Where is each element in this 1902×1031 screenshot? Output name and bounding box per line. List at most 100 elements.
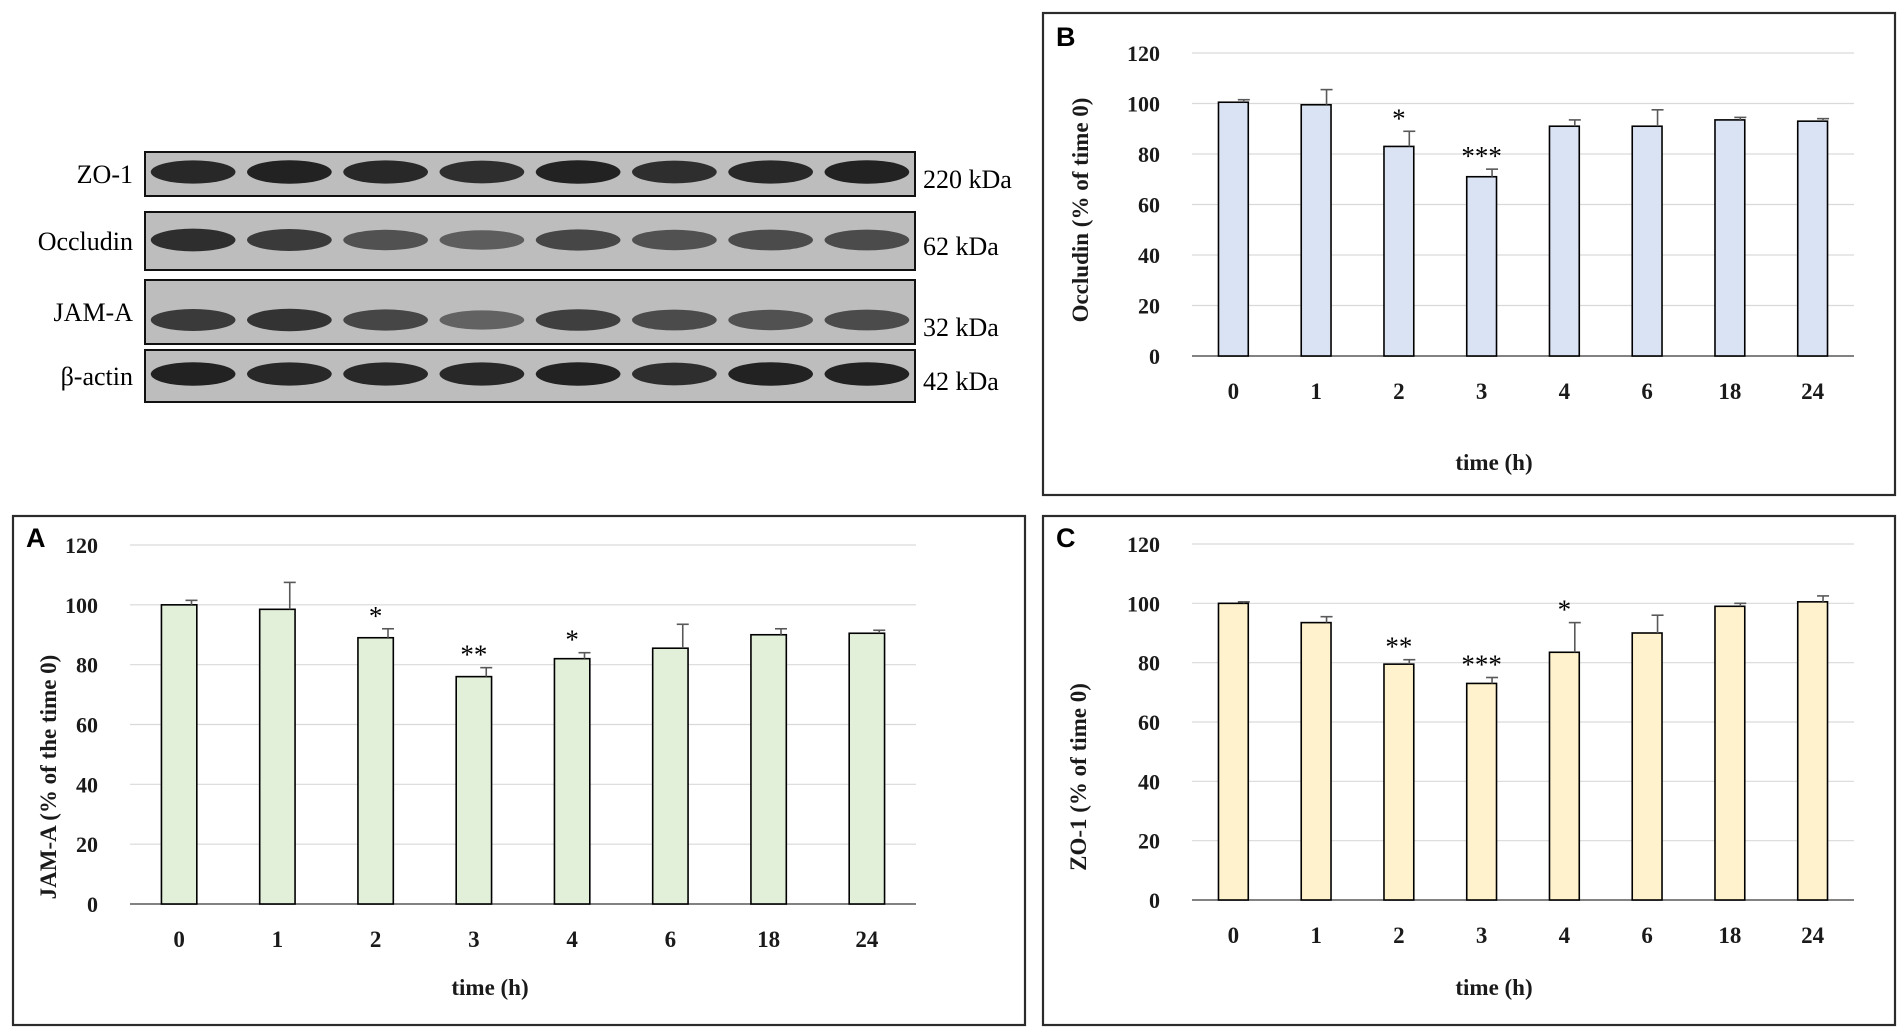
x-tick-label: 0 <box>1228 379 1240 404</box>
chart-panel-a: A 0 20 40 60 80 100 120 0 1 * 2 ** 3 * 4 6 18 24 time (h)… <box>11 514 1027 1027</box>
x-tick-label: 6 <box>1641 923 1653 948</box>
bar <box>1217 101 1250 357</box>
y-tick-label: 0 <box>87 892 98 917</box>
blot-band <box>150 228 236 252</box>
x-tick-label: 3 <box>1476 379 1488 404</box>
y-axis-title: Occludin (% of time 0) <box>1068 98 1093 323</box>
y-tick-label: 100 <box>1127 591 1160 616</box>
panel-letter-b: B <box>1056 22 1076 52</box>
y-tick-label: 80 <box>1138 142 1160 167</box>
x-tick-label: 3 <box>1476 923 1488 948</box>
blot-band <box>632 160 717 184</box>
x-tick-label: 2 <box>370 927 382 952</box>
plot-area: 0 20 40 60 80 100 120 0 1 ** 2 *** 3 * 4 6 18 24 <box>1127 532 1854 948</box>
bar <box>553 657 591 905</box>
significance-marker: * <box>565 625 579 655</box>
x-tick-label: 1 <box>272 927 284 952</box>
blot-protein-label: ZO-1 <box>77 160 133 189</box>
y-tick-label: 60 <box>1138 710 1160 735</box>
x-axis-title: time (h) <box>1455 450 1532 475</box>
bar <box>160 604 198 905</box>
blot-kda-label: 42 kDa <box>923 367 999 396</box>
blot-band <box>824 362 910 386</box>
x-tick-label: 24 <box>855 927 879 952</box>
chart-panel-b: B 0 20 40 60 80 100 120 0 1 * 2 *** 3 4 6 18 24 time (h)… <box>1041 11 1897 497</box>
blot-band <box>439 362 525 386</box>
y-tick-label: 60 <box>1138 193 1160 218</box>
x-tick-label: 18 <box>757 927 780 952</box>
bar <box>1300 621 1332 901</box>
blot-band <box>343 309 428 331</box>
x-tick-label: 6 <box>665 927 677 952</box>
x-tick-label: 3 <box>468 927 480 952</box>
x-tick-label: 24 <box>1801 923 1825 948</box>
blot-band <box>632 229 717 251</box>
significance-marker: * <box>1558 595 1572 625</box>
bar <box>1631 632 1663 901</box>
bar <box>1631 125 1663 357</box>
y-tick-label: 80 <box>1138 651 1160 676</box>
y-axis-title: JAM-A (% of the time 0) <box>36 655 61 900</box>
x-tick-label: 18 <box>1718 379 1741 404</box>
y-tick-label: 20 <box>1138 829 1160 854</box>
blot-band <box>632 362 717 386</box>
blot-band <box>824 160 910 184</box>
x-tick-label: 0 <box>1228 923 1240 948</box>
bar <box>1548 651 1581 901</box>
western-blot-image: ZO-1 220 kDa Occludin 62 kDa JAM-A 32 kDa β-ac… <box>38 151 1012 403</box>
bar <box>1300 103 1332 357</box>
bar <box>1796 120 1829 357</box>
blot-band <box>439 160 525 184</box>
plot-area: 0 20 40 60 80 100 120 0 1 * 2 *** 3 4 6 18 24 <box>1127 41 1854 404</box>
y-tick-label: 20 <box>76 832 98 857</box>
blot-band <box>632 309 717 331</box>
blot-band <box>247 229 332 251</box>
x-tick-label: 4 <box>1559 379 1571 404</box>
y-tick-label: 60 <box>76 713 98 738</box>
bar <box>1465 682 1498 901</box>
blot-protein-label: JAM-A <box>54 298 134 327</box>
x-tick-label: 2 <box>1393 923 1405 948</box>
chart-panel-c: C 0 20 40 60 80 100 120 0 1 ** 2 *** 3 * 4 6 18 24 time (… <box>1041 514 1897 1027</box>
y-tick-label: 120 <box>65 533 98 558</box>
blot-band <box>824 229 910 251</box>
y-tick-label: 40 <box>1138 769 1160 794</box>
significance-marker: *** <box>1461 650 1502 680</box>
blot-band <box>343 229 428 251</box>
bar <box>455 675 493 905</box>
blot-band <box>247 160 332 184</box>
x-tick-label: 24 <box>1801 379 1825 404</box>
bar <box>357 636 395 905</box>
panel-letter-c: C <box>1056 523 1076 553</box>
y-tick-label: 20 <box>1138 294 1160 319</box>
bar <box>848 632 886 905</box>
significance-marker: ** <box>1385 632 1412 662</box>
bar <box>1714 605 1746 901</box>
blot-band <box>728 362 813 386</box>
blot-band <box>150 309 236 331</box>
blot-band <box>728 229 813 251</box>
blot-band <box>535 160 621 184</box>
y-tick-label: 0 <box>1149 344 1160 369</box>
x-axis-title: time (h) <box>1455 975 1532 1000</box>
y-tick-label: 40 <box>76 772 98 797</box>
blot-band <box>343 362 428 386</box>
blot-band <box>535 309 621 331</box>
y-tick-label: 0 <box>1149 888 1160 913</box>
x-axis-title: time (h) <box>451 975 528 1000</box>
x-tick-label: 18 <box>1718 923 1741 948</box>
bar <box>651 647 689 905</box>
x-tick-label: 1 <box>1310 379 1322 404</box>
x-tick-label: 1 <box>1310 923 1322 948</box>
x-tick-label: 4 <box>1559 923 1571 948</box>
significance-marker: * <box>1392 103 1406 133</box>
blot-band <box>535 362 621 386</box>
bar <box>1714 119 1746 357</box>
blot-band <box>824 309 910 331</box>
blot-band <box>728 160 813 184</box>
blot-band <box>247 308 332 332</box>
significance-marker: ** <box>460 640 487 670</box>
blot-band <box>150 160 236 184</box>
y-tick-label: 80 <box>76 653 98 678</box>
bar <box>1383 663 1415 901</box>
